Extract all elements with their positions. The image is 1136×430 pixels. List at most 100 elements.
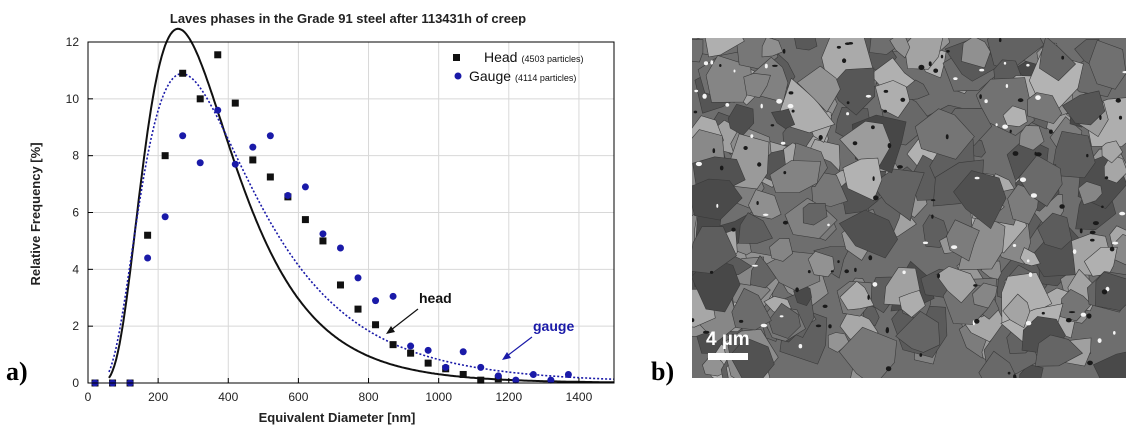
particle <box>752 264 758 267</box>
head-fit-arrowhead <box>386 326 395 334</box>
particle <box>1079 228 1083 234</box>
particle <box>716 203 719 208</box>
particle <box>1005 84 1009 88</box>
particle <box>887 143 892 149</box>
particle <box>1068 311 1076 314</box>
head-data-point <box>301 216 309 224</box>
grain <box>935 266 978 304</box>
particle <box>1019 177 1027 182</box>
particle <box>1017 98 1024 103</box>
gauge-data-point <box>459 348 467 356</box>
grid <box>87 41 614 384</box>
grain <box>1101 140 1123 164</box>
gauge-data-point <box>144 254 152 262</box>
legend-gauge-marker <box>454 72 462 80</box>
grain <box>1002 105 1028 128</box>
scale-bar-label: 4 µm <box>706 329 750 350</box>
particle <box>1097 338 1102 343</box>
grain <box>743 72 771 99</box>
gauge-data-point <box>372 297 380 305</box>
gauge-data-point <box>161 213 169 221</box>
particle <box>782 220 789 225</box>
particle <box>756 201 759 205</box>
particle <box>1099 115 1102 120</box>
gauge-data-point <box>179 132 187 140</box>
sem-micrograph <box>692 38 1126 378</box>
x-tick-label: 0 <box>85 390 92 404</box>
x-tick-label: 800 <box>359 390 379 404</box>
particle <box>1109 246 1115 252</box>
particle <box>1089 230 1096 235</box>
grain <box>874 80 911 118</box>
particle <box>846 101 850 105</box>
particle <box>1002 124 1008 129</box>
particle <box>852 141 858 146</box>
grain <box>1059 289 1092 322</box>
head-data-point <box>179 69 187 77</box>
particle <box>1101 205 1104 209</box>
particle <box>757 162 762 167</box>
particle <box>883 109 887 113</box>
head-data-point <box>459 370 467 378</box>
particle <box>1115 98 1121 103</box>
x-tick-label: 1400 <box>566 390 593 404</box>
grain <box>1092 351 1126 378</box>
particle <box>837 260 840 264</box>
legend-head-marker <box>453 54 460 61</box>
grain <box>1019 364 1044 378</box>
gauge-data-point <box>529 370 537 378</box>
gauge-data-point <box>284 191 292 199</box>
particle <box>709 270 714 274</box>
particle <box>1012 151 1019 156</box>
particle <box>940 54 944 59</box>
grain <box>1018 154 1063 207</box>
x-tick-label: 400 <box>218 390 238 404</box>
grain <box>738 212 773 244</box>
particle <box>760 103 763 109</box>
grain <box>1019 125 1045 151</box>
grain <box>811 172 849 207</box>
particle <box>979 68 985 72</box>
particle <box>1013 374 1017 378</box>
particle <box>779 315 784 318</box>
particle <box>868 255 873 261</box>
head-data-point <box>249 156 257 164</box>
gauge-data-point <box>301 183 309 191</box>
particle <box>1086 313 1092 319</box>
grain <box>839 280 875 311</box>
gauge-data-point <box>512 376 520 384</box>
particle <box>1118 115 1123 120</box>
grain <box>1002 293 1031 329</box>
particle <box>827 223 830 227</box>
particle <box>830 270 834 273</box>
particle <box>918 64 925 70</box>
particle <box>1007 371 1011 375</box>
particle <box>703 330 710 334</box>
particle <box>872 176 875 182</box>
particle <box>979 94 982 99</box>
grain <box>838 326 898 378</box>
grain <box>1061 90 1106 126</box>
head-fit-arrow <box>390 308 419 331</box>
particle <box>1061 55 1065 60</box>
particle <box>719 64 722 67</box>
grain <box>946 219 980 262</box>
particle <box>725 103 730 107</box>
gauge-data-point <box>547 376 555 384</box>
head-data-point <box>266 173 274 181</box>
legend-head-note: (4503 particles) <box>521 54 583 64</box>
grain <box>1088 39 1126 90</box>
particle <box>973 284 978 287</box>
gauge-fit-label: gauge <box>533 318 574 334</box>
particle <box>974 318 980 324</box>
particle <box>871 125 875 130</box>
head-data-point <box>231 99 239 107</box>
particle <box>945 134 949 140</box>
particle <box>828 324 832 329</box>
particle <box>783 171 787 175</box>
particle <box>930 199 936 202</box>
particle <box>743 146 748 150</box>
grain <box>1027 92 1063 125</box>
particle <box>782 48 786 54</box>
particle <box>702 93 707 99</box>
